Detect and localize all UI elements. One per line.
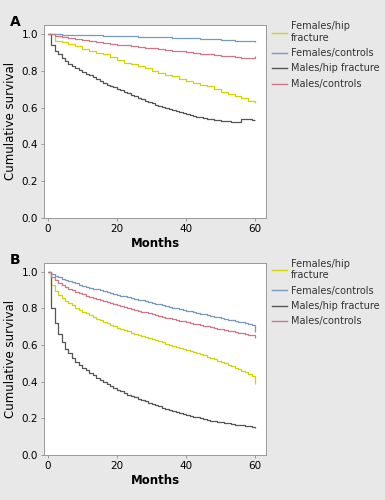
Legend: Females/hip
fracture, Females/controls, Males/hip fracture, Males/controls: Females/hip fracture, Females/controls, … [272, 258, 379, 326]
Y-axis label: Cumulative survival: Cumulative survival [4, 300, 17, 418]
Y-axis label: Cumulative survival: Cumulative survival [4, 62, 17, 180]
Text: B: B [10, 253, 20, 267]
X-axis label: Months: Months [131, 236, 179, 250]
Text: A: A [10, 16, 21, 30]
X-axis label: Months: Months [131, 474, 179, 487]
Legend: Females/hip
fracture, Females/controls, Males/hip fracture, Males/controls: Females/hip fracture, Females/controls, … [272, 21, 379, 89]
